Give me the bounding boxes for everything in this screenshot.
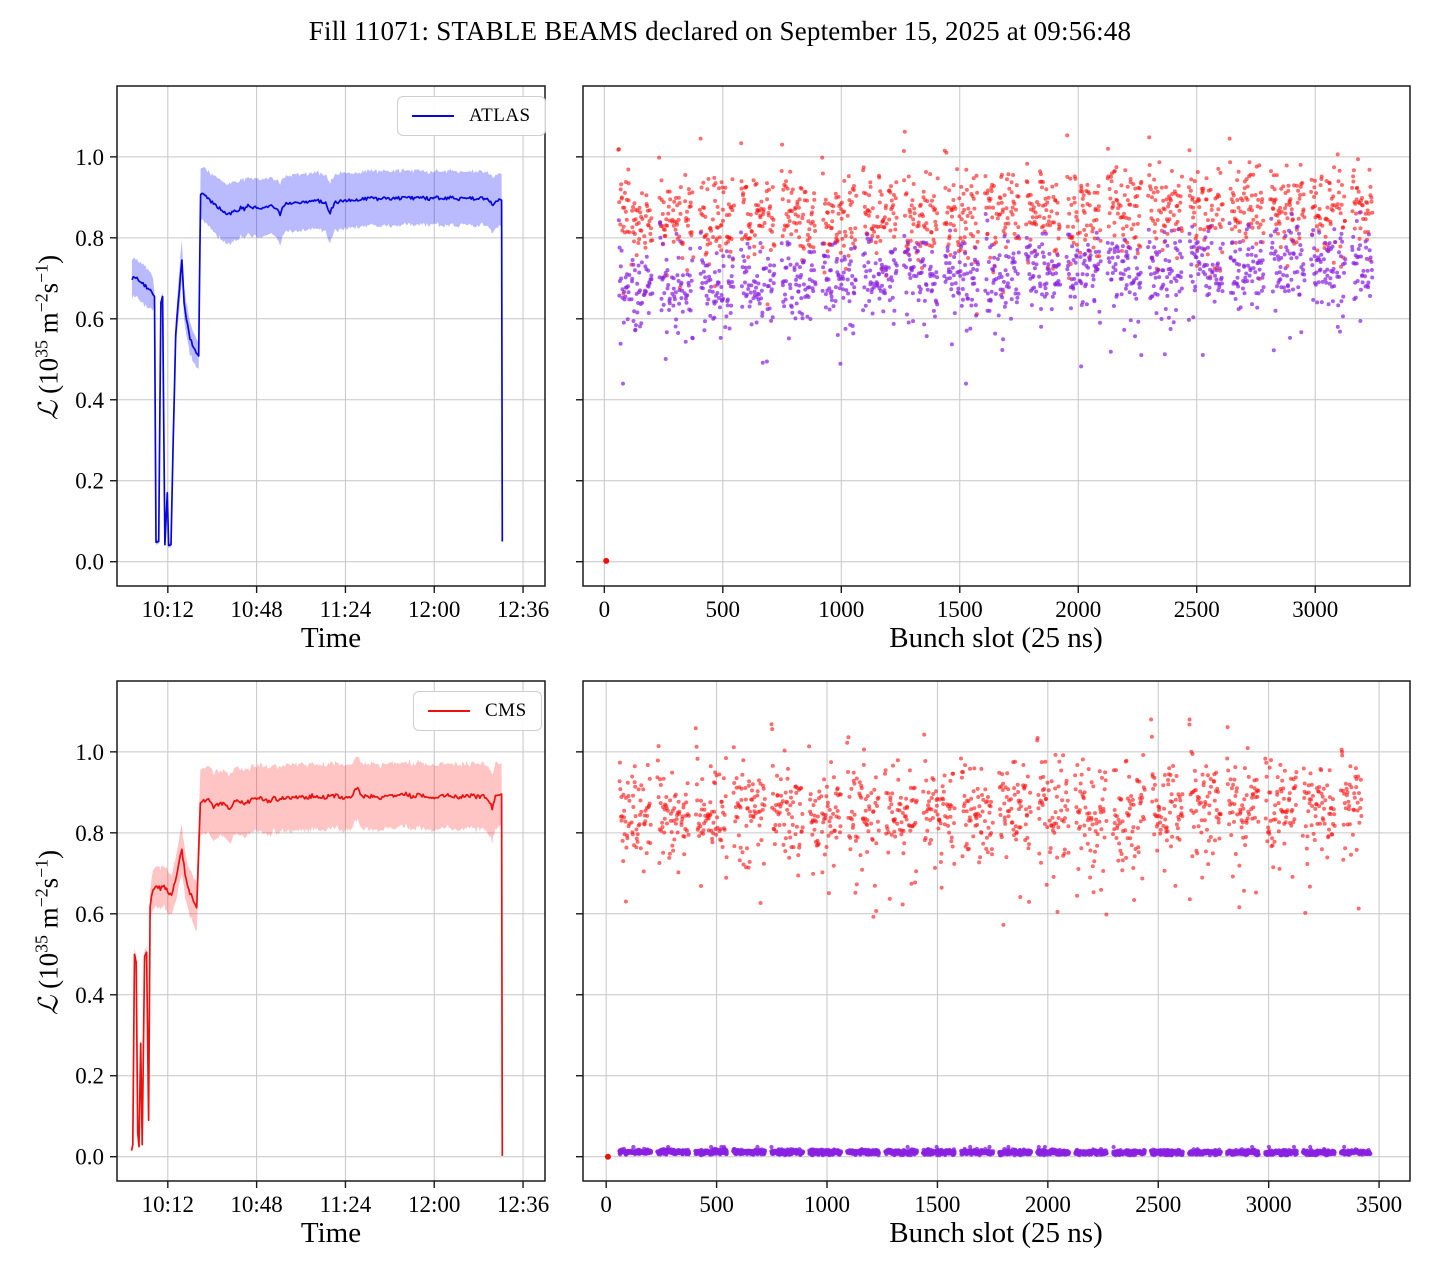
- x-axis-label-time-top: Time: [300, 622, 362, 654]
- x-tick-label: 12:00: [408, 597, 460, 622]
- cms_time-uncertainty-band: [131, 756, 503, 1157]
- atlas_time-uncertainty-band: [132, 167, 503, 548]
- y-tick-label: 0.4: [75, 388, 104, 413]
- x-tick-label: 1500: [937, 597, 983, 622]
- x-tick-label: 500: [706, 597, 741, 622]
- legend-atlas: ATLAS: [397, 96, 546, 136]
- y-tick-label: 1.0: [75, 145, 104, 170]
- bunch_bottom-points-red: [617, 717, 1364, 927]
- y-tick-label: 0.4: [75, 983, 104, 1008]
- atlas_time-mean-line: [131, 192, 504, 547]
- plot-border: [116, 680, 546, 1182]
- bunch_top-points-purple: [616, 210, 1375, 386]
- cms-line-sample: [428, 710, 470, 712]
- y-tick-label: 0.2: [75, 1064, 104, 1089]
- legend-cms-label: CMS: [485, 700, 527, 721]
- x-tick-label: 10:48: [230, 597, 282, 622]
- atlas-line-sample: [412, 115, 454, 117]
- y-tick-label: 0.6: [75, 307, 104, 332]
- gridlines: [117, 86, 545, 586]
- x-tick-label: 10:12: [142, 1192, 194, 1217]
- cms_time-panel: 10:12 10:48 11:24 12:00 12:36 0.0 0.2 0.4 0.6 0.8…: [75, 680, 549, 1217]
- cms_time-mean-line: [130, 786, 504, 1156]
- legend-cms: CMS: [413, 691, 542, 731]
- x-tick-label: 1500: [914, 1192, 960, 1217]
- x-tick-label: 0: [599, 597, 611, 622]
- x-tick-label: 0: [600, 1192, 612, 1217]
- plot-border: [116, 85, 546, 587]
- x-tick-label: 500: [699, 1192, 734, 1217]
- atlas_time-panel: 10:12 10:48 11:24 12:00 12:36 0.0 0.2 0.4 0.6 0.8…: [75, 85, 549, 622]
- bunch_top-panel: 0 500 1000 1500 2000 2500 3000: [576, 85, 1411, 622]
- x-tick-label: 2000: [1055, 597, 1101, 622]
- x-tick-label: 12:36: [497, 597, 549, 622]
- x-tick-label: 2000: [1025, 1192, 1071, 1217]
- x-tick-label: 10:12: [142, 597, 194, 622]
- x-tick-label: 2500: [1174, 597, 1220, 622]
- x-tick-label: 10:48: [230, 1192, 282, 1217]
- y-axis-label-bottom: ℒ (1035 m−2s−1): [31, 849, 64, 1016]
- x-tick-label: 12:00: [408, 1192, 460, 1217]
- x-tick-label: 12:36: [497, 1192, 549, 1217]
- origin-marker: [604, 1153, 611, 1160]
- x-tick-label: 11:24: [320, 597, 372, 622]
- y-tick-label: 1.0: [75, 740, 104, 765]
- script-L: ℒ: [33, 400, 64, 421]
- x-tick-label: 3000: [1292, 597, 1338, 622]
- bunch_bottom-points-purple: [617, 1144, 1373, 1158]
- tick-marks: 0 500 1000 1500 2000 2500 3000 3500: [576, 751, 1402, 1217]
- x-tick-label: 3000: [1246, 1192, 1292, 1217]
- x-axis-label-time-bottom: Time: [300, 1217, 362, 1249]
- y-tick-label: 0.0: [75, 1145, 104, 1170]
- y-tick-label: 0.2: [75, 469, 104, 494]
- plot-border: [582, 680, 1411, 1182]
- x-axis-label-bunch-bottom: Bunch slot (25 ns): [889, 1217, 1103, 1249]
- origin-marker: [603, 557, 610, 564]
- tick-marks: 0 500 1000 1500 2000 2500 3000: [576, 156, 1338, 622]
- bunch_top-points-red: [616, 129, 1375, 317]
- y-tick-label: 0.8: [75, 226, 104, 251]
- gridlines: [583, 86, 1410, 586]
- gridlines: [117, 681, 545, 1181]
- x-axis-label-bunch-top: Bunch slot (25 ns): [889, 622, 1103, 654]
- bunch_bottom-panel: 0 500 1000 1500 2000 2500 3000 3500: [576, 680, 1411, 1217]
- x-tick-label: 3500: [1356, 1192, 1402, 1217]
- tick-marks: 10:12 10:48 11:24 12:00 12:36 0.0 0.2 0.4 0.6 0.8…: [75, 145, 549, 622]
- tick-marks: 10:12 10:48 11:24 12:00 12:36 0.0 0.2 0.4 0.6 0.8…: [75, 740, 549, 1217]
- plot-border: [582, 85, 1411, 587]
- y-axis-label-top: ℒ (1035 m−2s−1): [31, 254, 64, 421]
- y-tick-label: 0.6: [75, 902, 104, 927]
- x-tick-label: 1000: [804, 1192, 850, 1217]
- x-tick-label: 1000: [818, 597, 864, 622]
- legend-atlas-label: ATLAS: [469, 105, 531, 126]
- x-tick-label: 2500: [1135, 1192, 1181, 1217]
- x-tick-label: 11:24: [320, 1192, 372, 1217]
- script-L: ℒ: [33, 995, 64, 1016]
- gridlines: [583, 681, 1410, 1181]
- figure-title: Fill 11071: STABLE BEAMS declared on Sep…: [308, 16, 1132, 46]
- y-tick-label: 0.8: [75, 821, 104, 846]
- y-tick-label: 0.0: [75, 550, 104, 575]
